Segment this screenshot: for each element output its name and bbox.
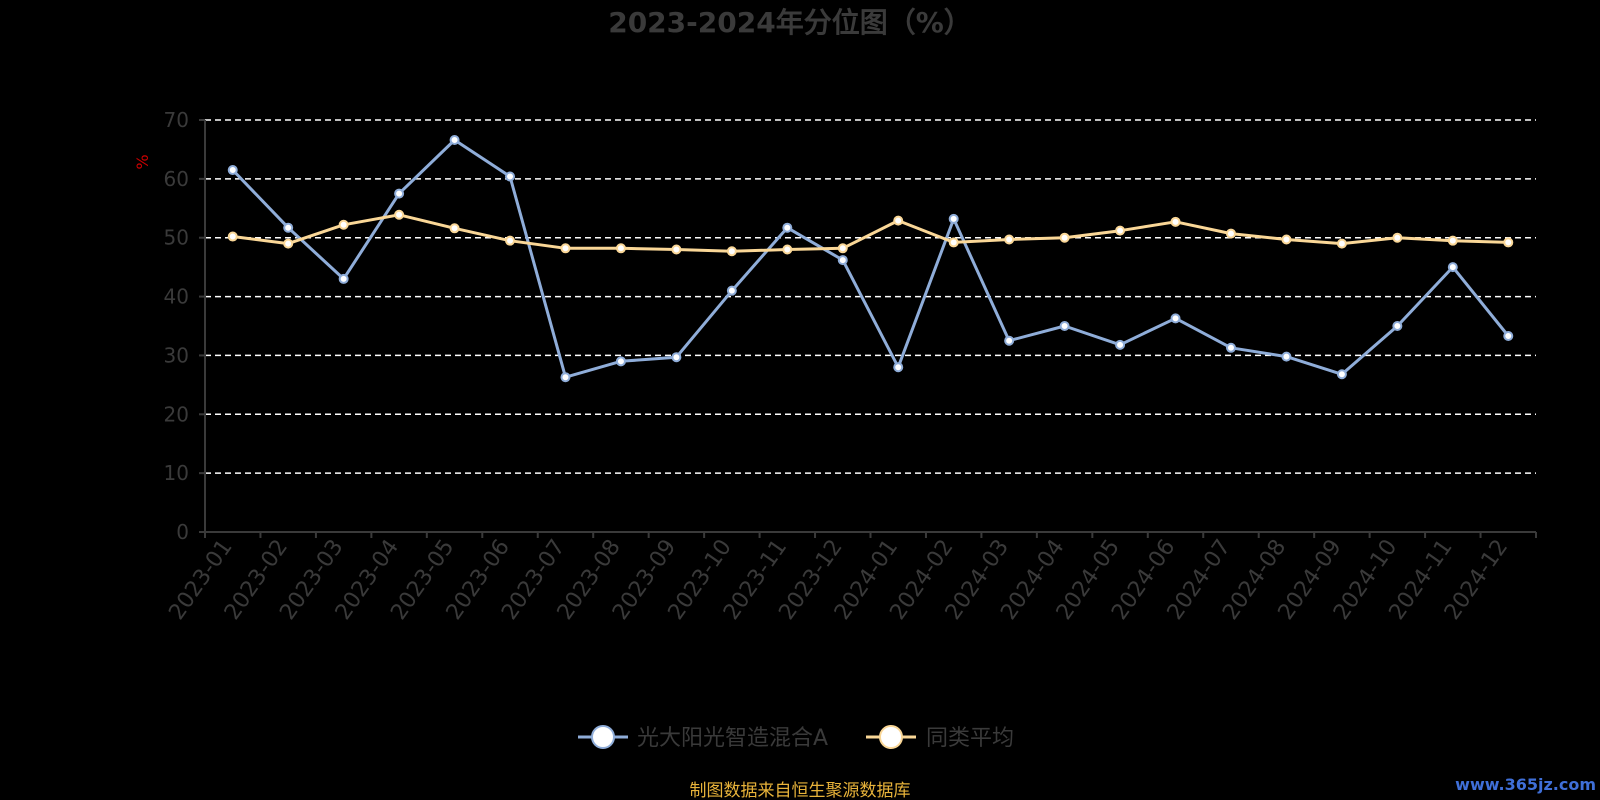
data-point-series-0-2023-09 <box>671 352 682 363</box>
legend-item-series-1[interactable]: 同类平均 <box>866 725 1014 751</box>
y-tick-label-40: 40 <box>164 285 189 309</box>
y-tick-label-20: 20 <box>164 402 189 426</box>
y-axis-unit-label: % <box>133 154 152 169</box>
data-point-series-0-2023-03 <box>338 273 349 284</box>
data-point-series-0-2024-06 <box>1170 313 1181 324</box>
data-point-series-1-2024-03 <box>1004 234 1015 245</box>
data-point-series-1-2024-02 <box>948 237 959 248</box>
data-point-series-1-2024-05 <box>1115 225 1126 236</box>
y-tick-label-70: 70 <box>164 108 189 132</box>
data-point-series-0-2024-07 <box>1225 342 1236 353</box>
data-point-series-1-2023-12 <box>837 243 848 254</box>
y-tick-label-50: 50 <box>164 226 189 250</box>
data-point-series-1-2023-01 <box>227 231 238 242</box>
data-point-series-1-2024-06 <box>1170 216 1181 227</box>
legend-marker-series-0 <box>591 725 615 749</box>
y-tick-labels: 0 10 20 30 40 50 60 70 <box>164 108 205 544</box>
legend-item-series-0[interactable]: 光大阳光智造混合A <box>578 725 828 751</box>
data-point-series-0-2024-11 <box>1447 262 1458 273</box>
data-point-series-0-2024-01 <box>893 362 904 373</box>
legend: 光大阳光智造混合A 同类平均 <box>578 725 1014 751</box>
data-point-series-1-2023-05 <box>449 223 460 234</box>
data-source-note: 制图数据来自恒生聚源数据库 <box>690 781 911 800</box>
data-point-series-0-2023-05 <box>449 135 460 146</box>
y-tick-label-10: 10 <box>164 461 189 485</box>
data-point-series-0-2023-07 <box>560 372 571 383</box>
data-point-series-0-2024-09 <box>1336 369 1347 380</box>
data-point-series-0-2024-02 <box>948 213 959 224</box>
data-point-series-0-2023-10 <box>726 285 737 296</box>
data-point-series-0-2023-11 <box>782 222 793 233</box>
data-point-series-0-2023-12 <box>837 255 848 266</box>
series-lines <box>227 135 1514 383</box>
y-tick-label-0: 0 <box>176 520 189 544</box>
x-tick-labels: 2023-012023-022023-032023-042023-052023-… <box>164 532 1537 625</box>
data-point-series-0-2023-08 <box>615 356 626 367</box>
data-point-series-0-2024-03 <box>1004 335 1015 346</box>
data-point-series-0-2023-06 <box>505 171 516 182</box>
data-point-series-1-2024-11 <box>1447 235 1458 246</box>
data-point-series-0-2023-01 <box>227 165 238 176</box>
data-point-series-1-2024-12 <box>1503 237 1514 248</box>
data-point-series-0-2024-10 <box>1392 321 1403 331</box>
chart-title: 2023-2024年分位图（%） <box>608 6 972 39</box>
data-point-series-1-2023-03 <box>338 219 349 230</box>
series-line-0 <box>231 138 1510 379</box>
data-point-series-1-2023-09 <box>671 244 682 255</box>
series-line-1 <box>232 213 1509 253</box>
data-point-series-0-2024-08 <box>1281 351 1292 362</box>
axes <box>204 120 1536 533</box>
data-point-series-1-2024-10 <box>1392 232 1403 243</box>
legend-marker-series-1 <box>879 725 903 749</box>
data-point-series-0-2024-05 <box>1115 339 1126 350</box>
data-point-series-1-2024-08 <box>1281 234 1292 245</box>
data-point-series-0-2024-12 <box>1503 331 1514 342</box>
grid-lines <box>205 119 1536 474</box>
y-tick-label-60: 60 <box>164 167 189 191</box>
data-point-series-1-2023-11 <box>782 244 793 255</box>
site-watermark: www.365jz.com <box>1455 775 1596 794</box>
y-tick-label-30: 30 <box>164 343 189 367</box>
data-point-series-0-2023-04 <box>394 188 405 199</box>
data-point-series-1-2024-01 <box>893 215 904 226</box>
data-point-series-1-2023-08 <box>615 243 626 254</box>
data-point-series-1-2023-04 <box>394 209 405 220</box>
data-point-series-1-2023-06 <box>505 235 516 246</box>
legend-label-series-0: 光大阳光智造混合A <box>637 726 828 751</box>
data-point-series-1-2024-07 <box>1225 228 1236 239</box>
data-point-series-1-2023-07 <box>560 243 571 254</box>
data-point-series-1-2024-09 <box>1336 238 1347 249</box>
data-point-series-0-2024-04 <box>1059 321 1070 331</box>
legend-label-series-1: 同类平均 <box>926 726 1014 751</box>
data-point-series-1-2023-02 <box>283 238 294 249</box>
data-point-series-0-2023-02 <box>283 222 294 233</box>
data-point-series-1-2023-10 <box>726 246 737 257</box>
data-point-series-1-2024-04 <box>1059 232 1070 243</box>
